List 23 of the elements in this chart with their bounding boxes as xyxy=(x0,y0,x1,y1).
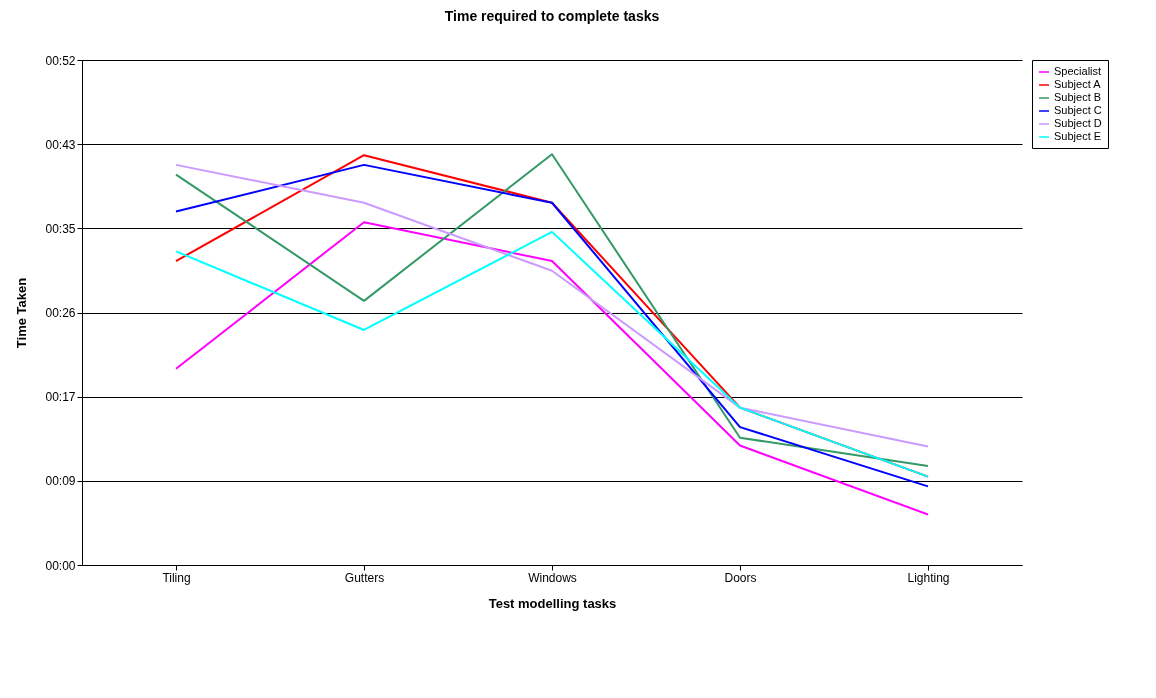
x-tick-label: Tiling xyxy=(162,570,191,585)
chart-title: Time required to complete tasks xyxy=(444,8,660,24)
x-tick-label: Doors xyxy=(724,570,757,585)
x-tick-label: Windows xyxy=(528,570,577,585)
x-tick-label: Gutters xyxy=(344,570,385,585)
legend-label: Subject E xyxy=(1054,130,1102,142)
y-tick-label: 00:43 xyxy=(45,137,76,152)
line-series xyxy=(175,230,929,478)
legend-label: Subject D xyxy=(1054,117,1102,129)
y-tick-label: 00:00 xyxy=(45,558,76,573)
y-tick-label: 00:26 xyxy=(45,306,76,320)
x-axis-title: Test modelling tasks xyxy=(488,595,617,611)
y-tick-label: 00:17 xyxy=(45,390,76,405)
y-tick-label: 00:35 xyxy=(45,221,76,236)
y-axis-title: Time Taken xyxy=(14,277,30,349)
y-tick-label: 00:52 xyxy=(45,53,76,68)
legend-label: Subject A xyxy=(1054,78,1102,90)
x-tick-label: Lighting xyxy=(907,570,950,585)
y-tick-label: 00:09 xyxy=(45,474,76,489)
legend-label: Subject B xyxy=(1054,91,1102,103)
legend-label: Specialist xyxy=(1054,65,1102,77)
legend-label: Subject C xyxy=(1054,104,1102,116)
line-series xyxy=(175,221,929,516)
